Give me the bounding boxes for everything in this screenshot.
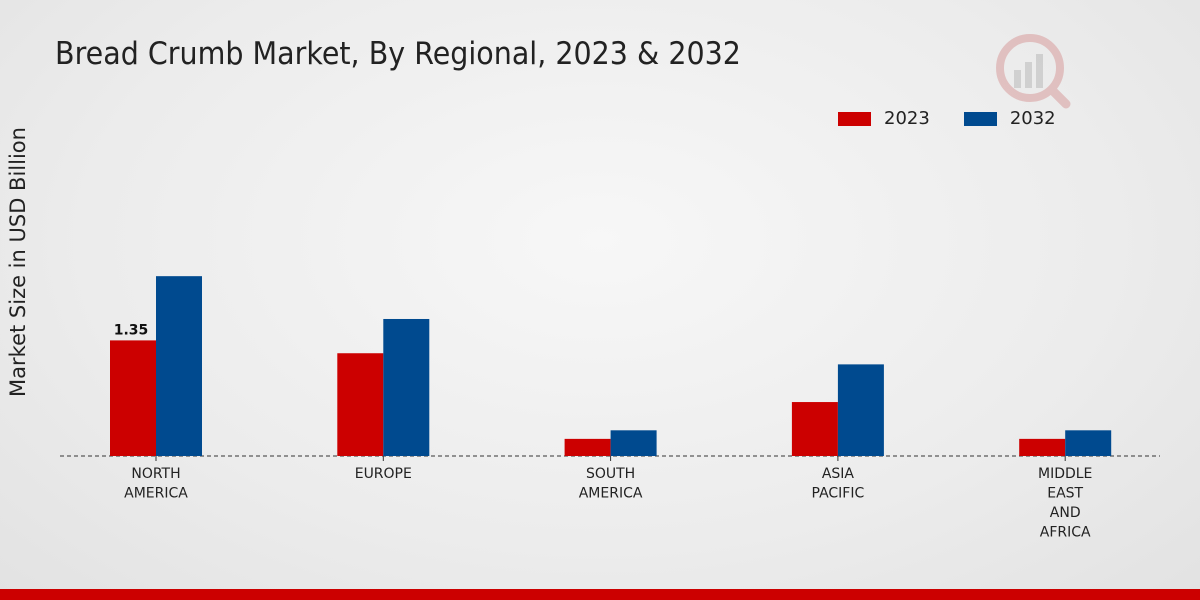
bar-2023-0 <box>110 340 156 456</box>
bar-2023-3 <box>791 402 838 456</box>
legend-swatch-2032 <box>963 111 997 126</box>
chart-title: Bread Crumb Market, By Regional, 2023 & … <box>55 36 741 72</box>
bar-2023-4 <box>1019 438 1066 456</box>
bar-2023-1 <box>337 353 384 456</box>
bar-2023-2 <box>564 438 611 456</box>
bar-2032-0 <box>156 276 202 456</box>
legend-item-2023: 2023 <box>838 108 930 129</box>
legend-swatch-2023 <box>838 111 871 126</box>
x-tick-label-0: NORTH AMERICA <box>124 466 188 502</box>
legend-item-2032: 2032 <box>963 108 1056 129</box>
legend-label-2023: 2023 <box>884 108 930 129</box>
bar-2032-2 <box>610 430 657 456</box>
x-tick-label-4: MIDDLE EAST AND AFRICA <box>1038 466 1092 541</box>
x-tick-label-1: EUROPE <box>355 466 412 482</box>
x-tick-label-2: SOUTH AMERICA <box>579 466 643 502</box>
x-tick-label-3: ASIA PACIFIC <box>812 466 865 502</box>
brand-logo-icon <box>996 34 1071 109</box>
bar-2032-4 <box>1065 430 1112 456</box>
bar-2032-1 <box>383 318 430 456</box>
legend-label-2032: 2032 <box>1009 108 1056 129</box>
bar-2032-3 <box>837 364 884 456</box>
data-label-2023-0: 1.35 <box>114 322 149 338</box>
legend: 2023 2032 <box>838 108 1090 129</box>
bottom-accent-bar <box>0 589 1200 600</box>
